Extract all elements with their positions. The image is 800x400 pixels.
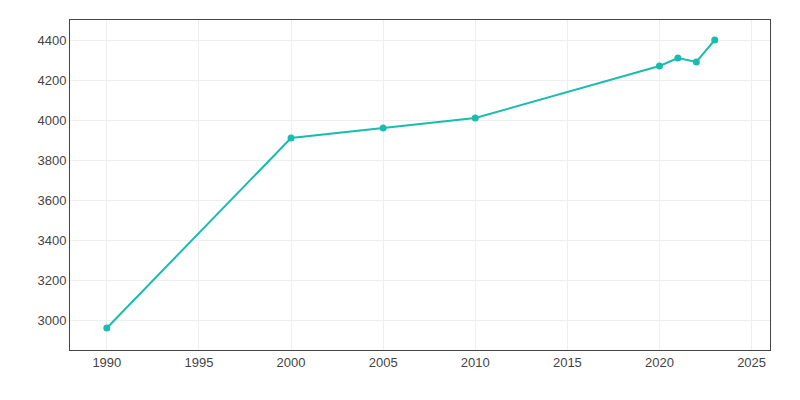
svg-text:4400: 4400 <box>37 33 66 48</box>
svg-text:2010: 2010 <box>461 355 490 370</box>
svg-text:1995: 1995 <box>184 355 213 370</box>
svg-text:3800: 3800 <box>37 153 66 168</box>
svg-text:2005: 2005 <box>369 355 398 370</box>
svg-text:3400: 3400 <box>37 233 66 248</box>
svg-text:2015: 2015 <box>553 355 582 370</box>
svg-text:4000: 4000 <box>37 113 66 128</box>
svg-text:1990: 1990 <box>92 355 121 370</box>
svg-text:2025: 2025 <box>737 355 766 370</box>
svg-text:3000: 3000 <box>37 313 66 328</box>
svg-text:3200: 3200 <box>37 273 66 288</box>
svg-text:3600: 3600 <box>37 193 66 208</box>
svg-text:2020: 2020 <box>645 355 674 370</box>
svg-text:4200: 4200 <box>37 73 66 88</box>
svg-text:2000: 2000 <box>277 355 306 370</box>
